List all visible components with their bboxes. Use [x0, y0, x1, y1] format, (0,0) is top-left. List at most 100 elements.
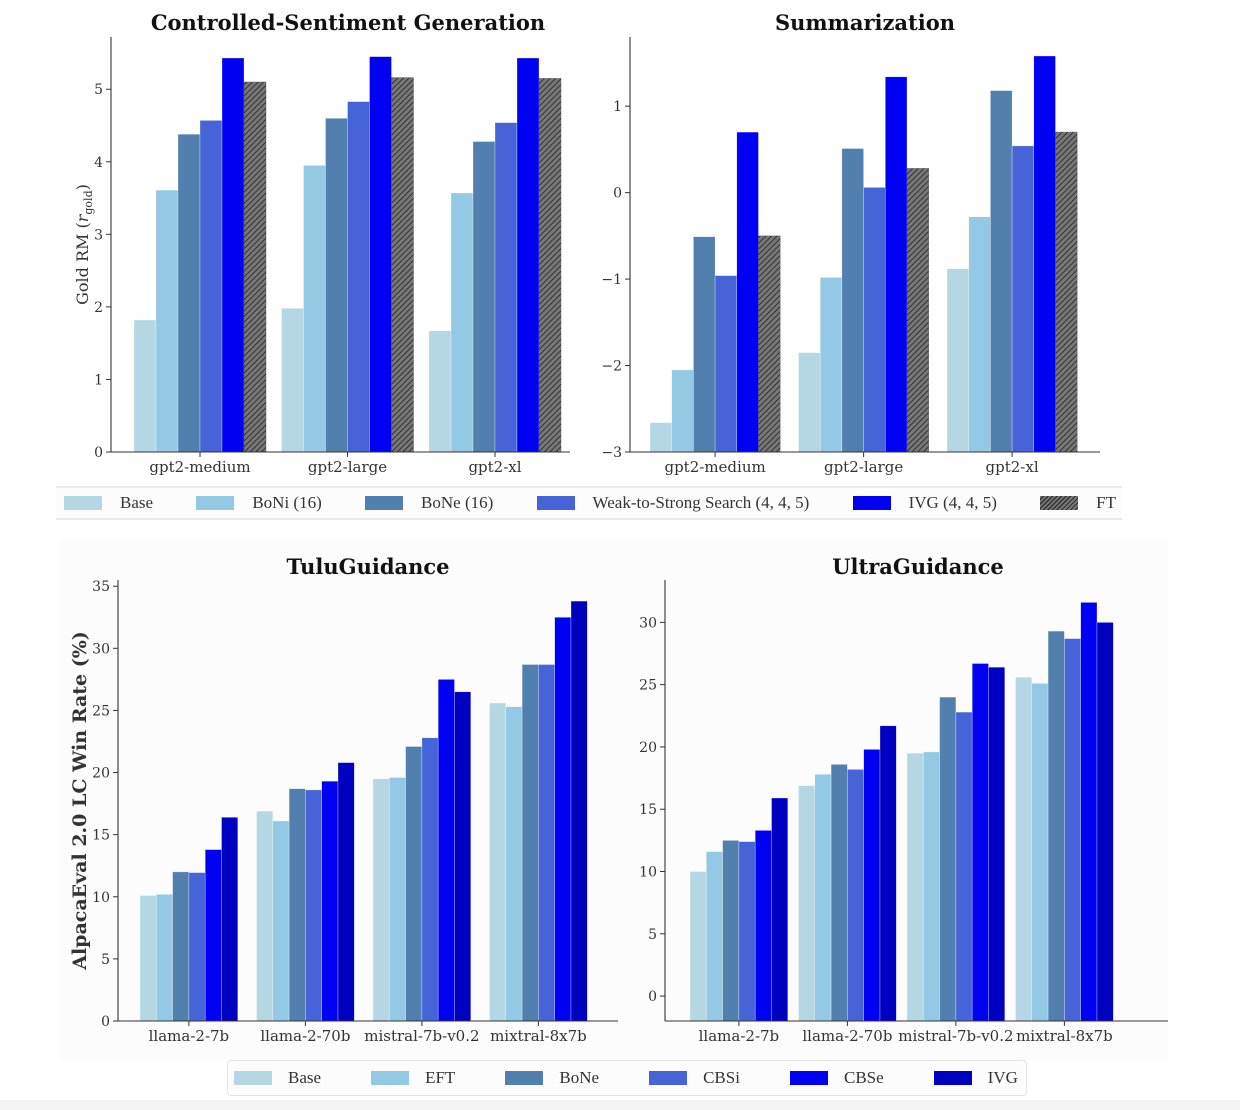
legend-item-boni: BoNi (16) [196, 493, 322, 513]
chart-title: Controlled-Sentiment Generation [151, 10, 545, 35]
bar-cbse-mistral-7b-v0-2 [971, 663, 989, 1022]
y-tick-label: −1 [601, 272, 622, 288]
legend-label: BoNe (16) [421, 493, 494, 512]
y-tick-label: 30 [639, 615, 657, 631]
footer-strip [0, 1100, 1240, 1110]
y-tick-label: 2 [94, 300, 103, 316]
bar-cbsi-llama-2-7b [738, 841, 756, 1022]
y-tick-label: 0 [101, 1014, 110, 1030]
top-legend: Base BoNi (16) BoNe (16) Weak-to-Strong … [56, 486, 1122, 520]
legend-label: FT [1096, 493, 1116, 512]
legend-swatch [365, 496, 404, 510]
legend-item-cbse: CBSe [790, 1068, 884, 1088]
bar-base-llama-2-70b [798, 785, 816, 1022]
bar-ivg-mixtral-8x7b [1096, 622, 1114, 1022]
y-tick-label: 35 [92, 579, 110, 595]
y-tick-label: 3 [94, 227, 103, 243]
bar-eft-llama-2-70b [814, 774, 832, 1022]
x-tick-label: mixtral-8x7b [490, 1027, 587, 1045]
y-tick-label: 30 [92, 641, 110, 657]
y-tick-label: 5 [94, 82, 103, 98]
x-tick-label: gpt2-medium [664, 458, 765, 476]
chart-title: TuluGuidance [286, 554, 449, 579]
bar-eft-llama-2-7b [706, 851, 723, 1022]
bar-bone-llama-2-70b [830, 764, 848, 1022]
bar-base-mistral-7b-v0-2 [906, 752, 924, 1022]
x-tick-label: mistral-7b-v0.2 [364, 1027, 479, 1045]
y-tick-label: 5 [101, 952, 110, 968]
legend-swatch [790, 1071, 828, 1085]
legend-label: BoNi (16) [252, 493, 322, 512]
y-tick-label: 0 [648, 989, 657, 1005]
legend-label: CBSe [844, 1068, 884, 1087]
x-tick-label: mistral-7b-v0.2 [898, 1027, 1013, 1045]
bar-base-mixtral-8x7b [1015, 676, 1033, 1022]
y-tick-label: 25 [92, 703, 110, 719]
bottom-legend: Base EFT BoNe CBSi CBSe IVG [227, 1060, 1027, 1096]
bar-bone-mistral-7b-v0-2 [939, 696, 957, 1022]
chart-title: UltraGuidance [832, 554, 1004, 579]
y-tick-label: 10 [639, 865, 657, 881]
bar-cbse-llama-2-7b [754, 830, 772, 1022]
bar-cbse-mixtral-8x7b [1080, 602, 1098, 1022]
bar-cbse-llama-2-70b [863, 749, 881, 1022]
x-tick-label: gpt2-large [308, 458, 387, 476]
legend-swatch [196, 496, 235, 510]
bar-ivg-mistral-7b-v0-2 [988, 666, 1006, 1022]
legend-item-ivg: IVG (4, 4, 5) [852, 493, 997, 513]
legend-swatch [371, 1071, 410, 1085]
y-tick-label: −2 [601, 359, 622, 375]
bar-bone-mixtral-8x7b [1047, 630, 1065, 1022]
legend-label: EFT [425, 1068, 456, 1087]
legend-item-ivg: IVG [933, 1068, 1018, 1088]
legend-label: Weak-to-Strong Search (4, 4, 5) [592, 493, 810, 512]
y-tick-label: 0 [613, 186, 622, 202]
y-tick-label: 10 [92, 890, 110, 906]
x-tick-label: gpt2-xl [986, 458, 1039, 476]
x-tick-label: gpt2-large [824, 458, 903, 476]
x-tick-label: gpt2-xl [468, 458, 521, 476]
legend-item-cbsi: CBSi [649, 1068, 740, 1088]
bar-bone-llama-2-7b [722, 840, 740, 1022]
legend-item-weak-to-strong: Weak-to-Strong Search (4, 4, 5) [536, 493, 810, 513]
y-tick-label: −3 [601, 445, 622, 461]
legend-label: CBSi [703, 1068, 740, 1087]
bar-base-llama-2-7b [689, 871, 707, 1022]
legend-item-bone: BoNe [505, 1068, 599, 1088]
legend-label: Base [288, 1068, 322, 1087]
legend-item-eft: EFT [371, 1068, 455, 1088]
x-tick-label: gpt2-medium [149, 458, 250, 476]
y-tick-label: 1 [94, 372, 103, 388]
y-axis-label: Gold RM (rgold) [73, 184, 95, 305]
y-tick-label: 5 [648, 927, 657, 943]
bar-cbsi-llama-2-70b [847, 769, 864, 1022]
legend-swatch [64, 496, 102, 510]
y-tick-label: 1 [613, 99, 622, 115]
x-tick-label: llama-2-7b [149, 1027, 230, 1045]
bar-cbsi-mistral-7b-v0-2 [955, 711, 973, 1022]
y-axis-label: AlpacaEval 2.0 LC Win Rate (%) [69, 631, 91, 971]
x-tick-label: llama-2-70b [260, 1027, 350, 1045]
y-tick-label: 15 [639, 802, 657, 818]
x-tick-label: mixtral-8x7b [1016, 1027, 1113, 1045]
chart-title: Summarization [775, 10, 955, 35]
y-tick-label: 4 [94, 155, 103, 171]
bar-ivg-llama-2-7b [771, 797, 789, 1022]
y-tick-label: 15 [92, 828, 110, 844]
legend-swatch [536, 496, 575, 510]
y-tick-label: 20 [92, 766, 110, 782]
legend-swatch [649, 1071, 688, 1085]
y-tick-label: 0 [94, 445, 103, 461]
y-tick-label: 25 [639, 678, 657, 694]
legend-swatch [234, 1071, 272, 1085]
legend-item-ft: FT [1040, 493, 1116, 513]
legend-swatch [505, 1071, 544, 1085]
legend-swatch [933, 1071, 972, 1085]
bar-ivg-llama-2-70b [879, 725, 897, 1022]
legend-label: IVG [987, 1068, 1018, 1087]
